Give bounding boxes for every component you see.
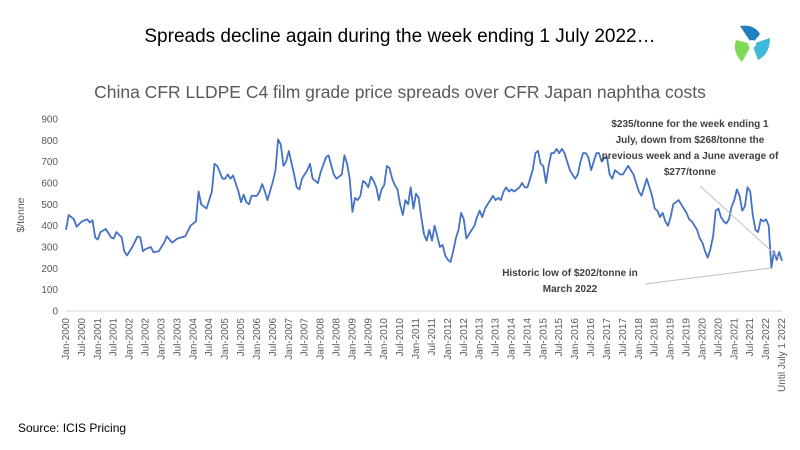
x-tick-label: Jan-2005 — [220, 318, 231, 360]
x-tick-label: Jan-2016 — [570, 318, 581, 360]
x-tick-label: Jul-2011 — [427, 318, 438, 356]
x-tick-label: Jul-2015 — [554, 318, 565, 357]
x-tick-label: Jul-2016 — [586, 318, 597, 357]
annotation-low-line: Historic low of $202/tonne in — [502, 268, 638, 279]
y-tick-label: 700 — [41, 157, 58, 168]
y-tick-label: 200 — [41, 264, 58, 275]
x-tick-label: Jan-2006 — [252, 318, 263, 360]
x-tick-label: Jul-2007 — [300, 318, 311, 357]
x-tick-label: Until July 1 2022 — [777, 318, 788, 392]
x-tick-label: Jan-2000 — [61, 318, 72, 360]
x-tick-label: Jul-2021 — [745, 318, 756, 357]
x-tick-label: Jul-2012 — [459, 318, 470, 357]
x-tick-label: Jul-2002 — [141, 318, 152, 357]
x-tick-label: Jan-2021 — [729, 318, 740, 360]
x-tick-label: Jan-2017 — [602, 318, 613, 360]
x-tick-label: Jan-2011 — [411, 318, 422, 359]
icis-logo-icon — [734, 25, 770, 62]
x-tick-label: Jan-2022 — [761, 318, 772, 360]
x-tick-label: Jan-2003 — [156, 318, 167, 360]
x-tick-label: Jan-2012 — [443, 318, 454, 360]
x-tick-label: Jan-2019 — [666, 318, 677, 360]
annotation-latest-line: previous week and a June average of — [602, 151, 779, 162]
x-tick-label: Jan-2015 — [538, 318, 549, 360]
annotation-latest-line: July, down from $268/tonne the — [616, 135, 765, 146]
x-tick-label: Jan-2004 — [188, 318, 199, 360]
x-tick-label: Jul-2003 — [172, 318, 183, 357]
x-tick-label: Jan-2008 — [316, 318, 327, 360]
x-tick-label: Jan-2013 — [475, 318, 486, 360]
x-tick-label: Jul-2004 — [204, 318, 215, 357]
x-tick-label: Jul-2005 — [236, 318, 247, 357]
x-tick-label: Jul-2001 — [109, 318, 120, 357]
annotation-low-line: March 2022 — [543, 284, 598, 295]
annotation-latest-leader — [699, 185, 781, 260]
source-note: Source: ICIS Pricing — [18, 421, 127, 435]
x-tick-label: Jul-2014 — [522, 318, 533, 357]
x-tick-label: Jul-2008 — [331, 318, 342, 357]
x-tick-label: Jul-2013 — [491, 318, 502, 357]
x-tick-label: Jan-2020 — [697, 318, 708, 360]
x-tick-label: Jul-2009 — [363, 318, 374, 357]
series-line — [65, 138, 783, 269]
x-tick-label: Jan-2009 — [347, 318, 358, 360]
annotation-latest-line: $235/tonne for the week ending 1 — [611, 119, 769, 130]
x-tick-label: Jan-2007 — [284, 318, 295, 360]
x-tick-label: Jul-2019 — [682, 318, 693, 357]
headline: Spreads decline again during the week en… — [144, 26, 656, 47]
x-tick-label: Jul-2000 — [77, 318, 88, 357]
x-tick-label: Jan-2014 — [507, 318, 518, 360]
x-tick-label: Jan-2010 — [379, 318, 390, 360]
y-tick-label: 500 — [41, 200, 58, 211]
y-tick-label: 800 — [41, 136, 58, 147]
x-tick-label: Jul-2006 — [268, 318, 279, 357]
y-tick-label: 300 — [41, 243, 58, 254]
chart-title: China CFR LLDPE C4 film grade price spre… — [94, 82, 706, 102]
x-tick-label: Jul-2018 — [650, 318, 661, 357]
x-tick-label: Jan-2002 — [125, 318, 136, 360]
x-tick-label: Jul-2010 — [395, 318, 406, 357]
y-axis-label: $/tonne — [15, 197, 27, 232]
y-tick-label: 900 — [41, 115, 58, 126]
x-tick-label: Jul-2017 — [618, 318, 629, 357]
y-tick-label: 600 — [41, 179, 58, 190]
y-tick-label: 0 — [52, 307, 58, 318]
x-tick-label: Jul-2020 — [713, 318, 724, 357]
y-tick-label: 400 — [41, 221, 58, 232]
annotation-low-leader — [644, 267, 772, 285]
y-tick-label: 100 — [41, 285, 58, 296]
x-tick-label: Jan-2018 — [634, 318, 645, 360]
x-tick-label: Jan-2001 — [93, 318, 104, 360]
annotation-latest-line: $277/tonne — [664, 167, 717, 178]
